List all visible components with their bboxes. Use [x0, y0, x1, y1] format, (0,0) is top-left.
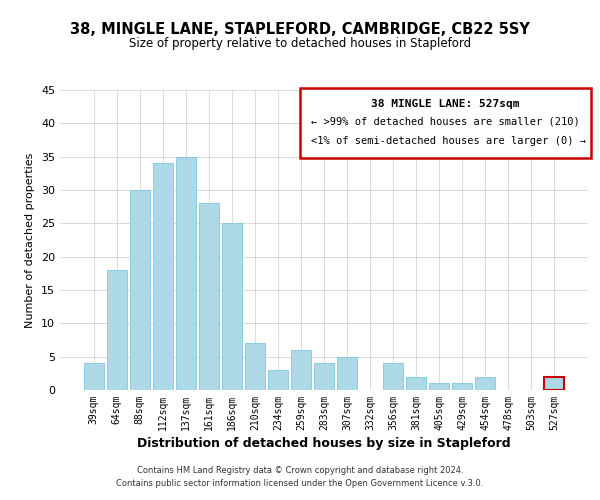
Bar — [245, 344, 265, 390]
Text: <1% of semi-detached houses are larger (0) →: <1% of semi-detached houses are larger (… — [311, 136, 586, 146]
Bar — [107, 270, 127, 390]
Y-axis label: Number of detached properties: Number of detached properties — [25, 152, 35, 328]
Bar — [337, 356, 357, 390]
Bar — [84, 364, 104, 390]
Bar — [383, 364, 403, 390]
Bar — [130, 190, 149, 390]
Text: Contains HM Land Registry data © Crown copyright and database right 2024.
Contai: Contains HM Land Registry data © Crown c… — [116, 466, 484, 487]
Bar — [475, 376, 495, 390]
Text: Size of property relative to detached houses in Stapleford: Size of property relative to detached ho… — [129, 38, 471, 51]
Bar — [430, 384, 449, 390]
X-axis label: Distribution of detached houses by size in Stapleford: Distribution of detached houses by size … — [137, 437, 511, 450]
Text: ← >99% of detached houses are smaller (210): ← >99% of detached houses are smaller (2… — [311, 117, 580, 127]
Bar — [291, 350, 311, 390]
FancyBboxPatch shape — [300, 88, 590, 158]
Bar — [199, 204, 218, 390]
Bar — [452, 384, 472, 390]
Text: 38, MINGLE LANE, STAPLEFORD, CAMBRIDGE, CB22 5SY: 38, MINGLE LANE, STAPLEFORD, CAMBRIDGE, … — [70, 22, 530, 38]
Text: 38 MINGLE LANE: 527sqm: 38 MINGLE LANE: 527sqm — [371, 99, 520, 109]
Bar — [268, 370, 288, 390]
Bar — [153, 164, 173, 390]
Bar — [314, 364, 334, 390]
Bar — [406, 376, 426, 390]
Bar — [176, 156, 196, 390]
Bar — [222, 224, 242, 390]
Bar — [544, 376, 564, 390]
